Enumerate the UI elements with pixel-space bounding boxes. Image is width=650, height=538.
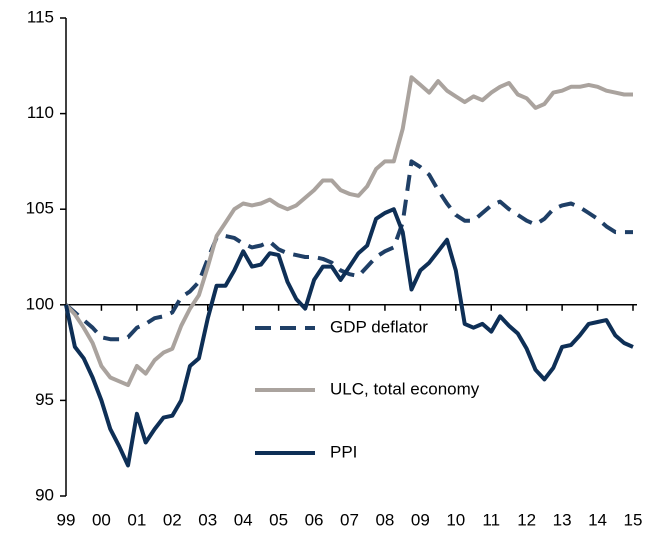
x-tick-label: 06 [305,510,324,529]
x-tick-label: 14 [588,510,607,529]
x-tick-label: 12 [517,510,536,529]
x-tick-label: 05 [269,510,288,529]
legend-label: ULC, total economy [330,379,480,398]
x-tick-label: 00 [92,510,111,529]
x-tick-label: 04 [234,510,253,529]
y-tick-label: 105 [26,199,54,218]
y-tick-label: 100 [26,294,54,313]
series-line [64,75,633,388]
legend-label: GDP deflator [330,317,428,336]
x-tick-label: 08 [375,510,394,529]
x-tick-label: 10 [446,510,465,529]
y-tick-label: 115 [27,7,54,26]
x-tick-label: 03 [198,510,217,529]
x-tick-label: 11 [482,510,500,529]
y-tick-label: 95 [35,390,54,409]
x-tick-label: 15 [624,510,643,529]
x-tick-label: 02 [163,510,182,529]
x-tick-label: 07 [340,510,359,529]
legend-label: PPI [330,442,357,461]
series-line [64,207,634,468]
x-tick-label: 99 [57,510,76,529]
x-tick-label: 01 [127,510,146,529]
y-tick-label: 90 [35,485,54,504]
y-tick-label: 110 [27,103,54,122]
series-line [64,159,633,342]
x-tick-label: 09 [411,510,430,529]
x-tick-label: 13 [553,510,572,529]
